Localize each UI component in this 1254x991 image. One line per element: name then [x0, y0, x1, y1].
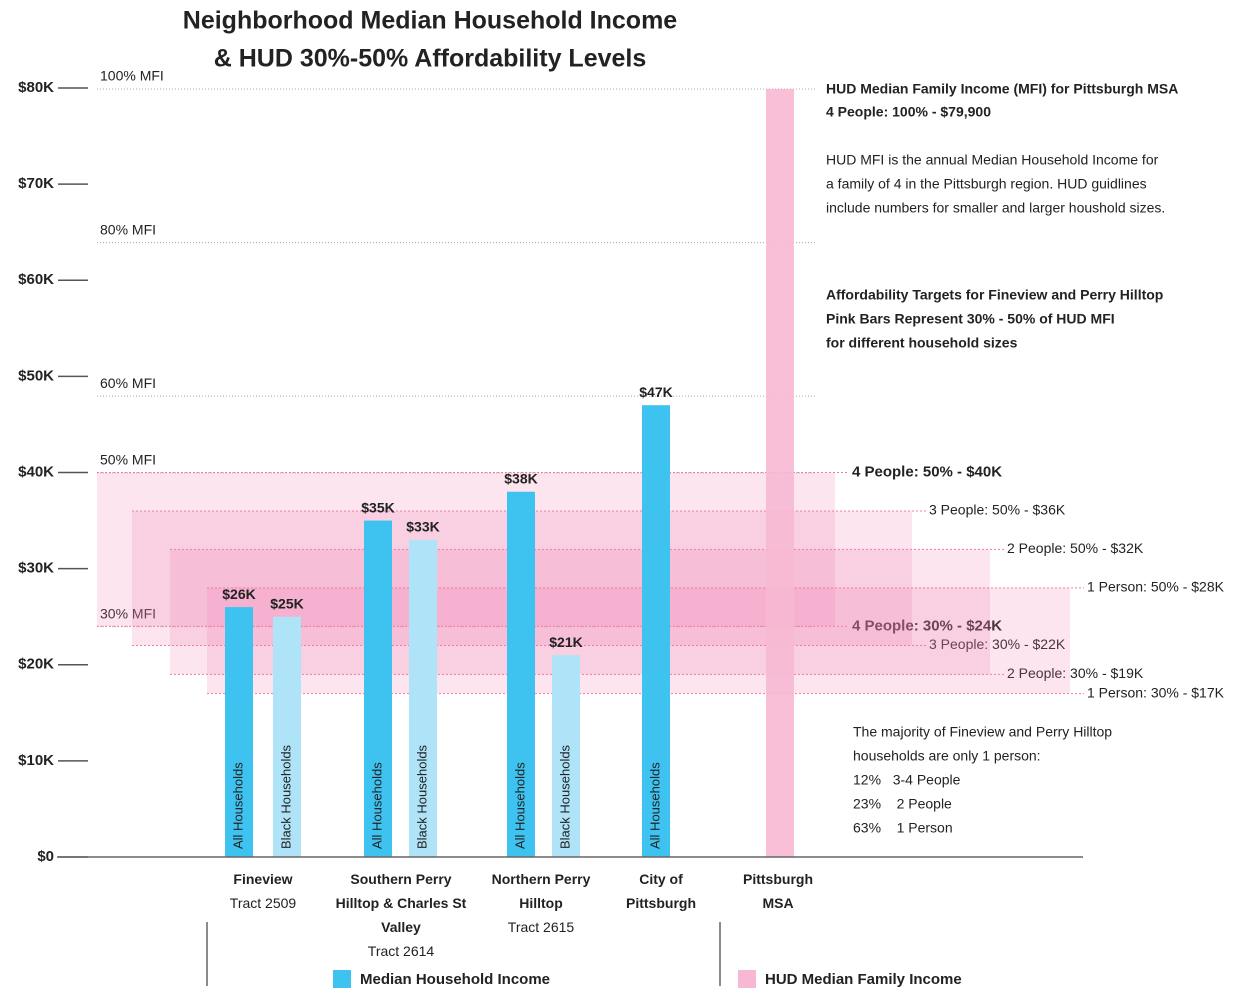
note-text: 23% 2 People — [853, 796, 952, 812]
bar-series-label: Black Households — [414, 744, 429, 849]
bar — [642, 405, 670, 857]
mfi-label: 50% MFI — [100, 452, 156, 468]
value-label: $21K — [549, 634, 582, 650]
band-label: 3 People: 50% - $36K — [929, 502, 1066, 518]
mfi-label: 30% MFI — [100, 605, 156, 621]
category-label: City of Pittsburgh — [616, 867, 706, 915]
y-tick-label: $10K — [18, 752, 54, 769]
category-label: Pittsburgh MSA — [733, 867, 823, 915]
category-name: City of Pittsburgh — [626, 871, 696, 911]
value-label: $47K — [639, 384, 672, 400]
y-tick-label: $20K — [18, 656, 54, 673]
note-text: 12% 3-4 People — [853, 772, 961, 788]
bar — [364, 520, 392, 857]
bar — [273, 616, 301, 857]
affordability-band — [207, 587, 1070, 694]
category-label: Fineview Tract 2509 — [208, 867, 318, 915]
bar — [225, 607, 253, 857]
note-text: HUD Median Family Income (MFI) for Pitts… — [826, 81, 1178, 97]
note-text: The majority of Fineview and Perry Hillt… — [853, 724, 1112, 740]
y-tick-label: $0 — [37, 848, 54, 865]
y-tick-label: $70K — [18, 175, 54, 192]
category-note: Tract 2615 — [507, 919, 575, 935]
legend-label: HUD Median Family Income — [765, 971, 962, 988]
y-tick-label: $40K — [18, 463, 54, 480]
category-name: Fineview — [233, 871, 293, 887]
band-label: 3 People: 30% - $22K — [929, 636, 1066, 652]
note-text: Affordability Targets for Fineview and P… — [826, 287, 1163, 303]
category-note: Tract 2614 — [367, 943, 435, 959]
note-text: include numbers for smaller and larger h… — [826, 200, 1165, 216]
band-label: 1 Person: 50% - $28K — [1087, 579, 1225, 595]
bar-series-label: All Households — [369, 762, 384, 849]
value-label: $25K — [270, 595, 303, 611]
chart-title: Neighborhood Median Household Income — [183, 7, 678, 35]
bar-series-label: Black Households — [278, 744, 293, 849]
affordability-band — [170, 549, 990, 675]
mfi-label: 60% MFI — [100, 375, 156, 391]
bar-series-label: Black Households — [557, 744, 572, 849]
mfi-label: 80% MFI — [100, 221, 156, 237]
bar-series-label: All Households — [647, 762, 662, 849]
category-name: Southern Perry Hilltop & Charles St Vall… — [335, 871, 467, 935]
bar — [409, 539, 437, 857]
category-label: Southern Perry Hilltop & Charles St Vall… — [331, 867, 471, 963]
note-text: households are only 1 person: — [853, 748, 1041, 764]
bar — [507, 491, 535, 857]
note-text: for different household sizes — [826, 335, 1018, 351]
y-tick-label: $80K — [18, 79, 54, 96]
value-label: $35K — [361, 499, 394, 515]
bar-series-label: All Households — [230, 762, 245, 849]
y-tick-label: $30K — [18, 560, 54, 577]
note-text: 63% 1 Person — [853, 820, 953, 836]
band-label: 4 People: 30% - $24K — [852, 617, 1002, 634]
value-label: $33K — [406, 518, 439, 534]
category-name: Northern Perry Hilltop — [491, 871, 591, 911]
band-label: 1 Person: 30% - $17K — [1087, 684, 1225, 700]
value-label: $38K — [504, 470, 537, 486]
legend-label: Median Household Income — [360, 971, 550, 988]
y-tick-label: $60K — [18, 271, 54, 288]
band-label: 4 People: 50% - $40K — [852, 463, 1002, 480]
bar-series-label: All Households — [512, 762, 527, 849]
bar — [552, 655, 580, 857]
category-name: Pittsburgh MSA — [743, 871, 813, 911]
chart-title: & HUD 30%-50% Affordability Levels — [214, 45, 647, 73]
mfi-label: 100% MFI — [100, 68, 164, 84]
msa-bar — [766, 88, 794, 858]
note-text: 4 People: 100% - $79,900 — [826, 104, 991, 120]
band-label: 2 People: 30% - $19K — [1007, 665, 1144, 681]
note-text: a family of 4 in the Pittsburgh region. … — [826, 176, 1147, 192]
legend-swatch — [738, 970, 756, 988]
category-label: Northern Perry Hilltop Tract 2615 — [479, 867, 603, 939]
value-label: $26K — [222, 586, 255, 602]
category-note: Tract 2509 — [229, 895, 297, 911]
y-tick-label: $50K — [18, 367, 54, 384]
band-label: 2 People: 50% - $32K — [1007, 540, 1144, 556]
note-text: Pink Bars Represent 30% - 50% of HUD MFI — [826, 311, 1115, 327]
note-text: HUD MFI is the annual Median Household I… — [826, 152, 1159, 168]
legend-swatch — [333, 970, 351, 988]
